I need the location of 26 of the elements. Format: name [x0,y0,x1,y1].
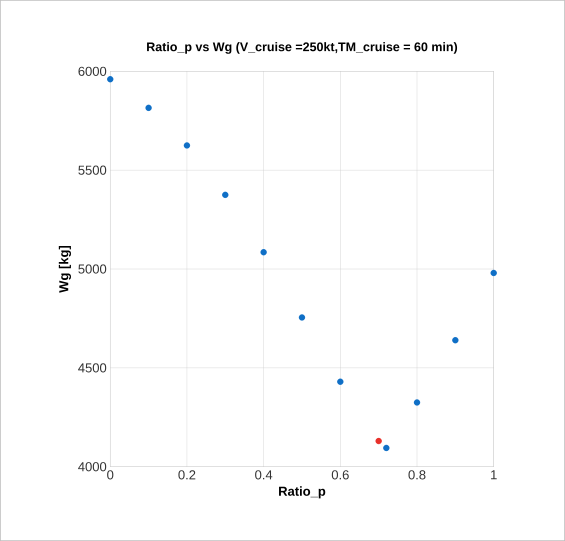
y-tick-label: 4000 [78,462,106,472]
point [452,336,459,344]
y-tick-label: 4500 [78,363,106,372]
point [222,192,228,198]
x-tick-label: 0.2 [178,470,196,480]
point [145,104,152,112]
point [383,444,390,452]
y-axis-title: Wg [kg] [58,246,71,293]
y-tick-label: 5500 [78,166,106,175]
x-tick-label: 1 [491,470,497,480]
point [337,378,344,385]
x-tick-label: 0.8 [408,470,426,480]
x-tick-label: 0 [107,470,114,480]
point [260,249,267,256]
point [184,142,190,149]
point [414,399,420,406]
point [490,270,497,276]
point [107,76,114,82]
x-axis-title: Ratio_p [279,486,326,498]
x-tick-label: 0.6 [332,470,349,480]
point [375,438,382,444]
y-tick-label: 6000 [78,66,106,76]
point [298,314,306,321]
y-tick-label: 5000 [78,264,106,274]
x-tick-label: 0.4 [255,470,272,480]
chart-title: Ratio_p vs Wg (V_cruise =250kt,TM_cruise = 60 min) [147,42,458,54]
